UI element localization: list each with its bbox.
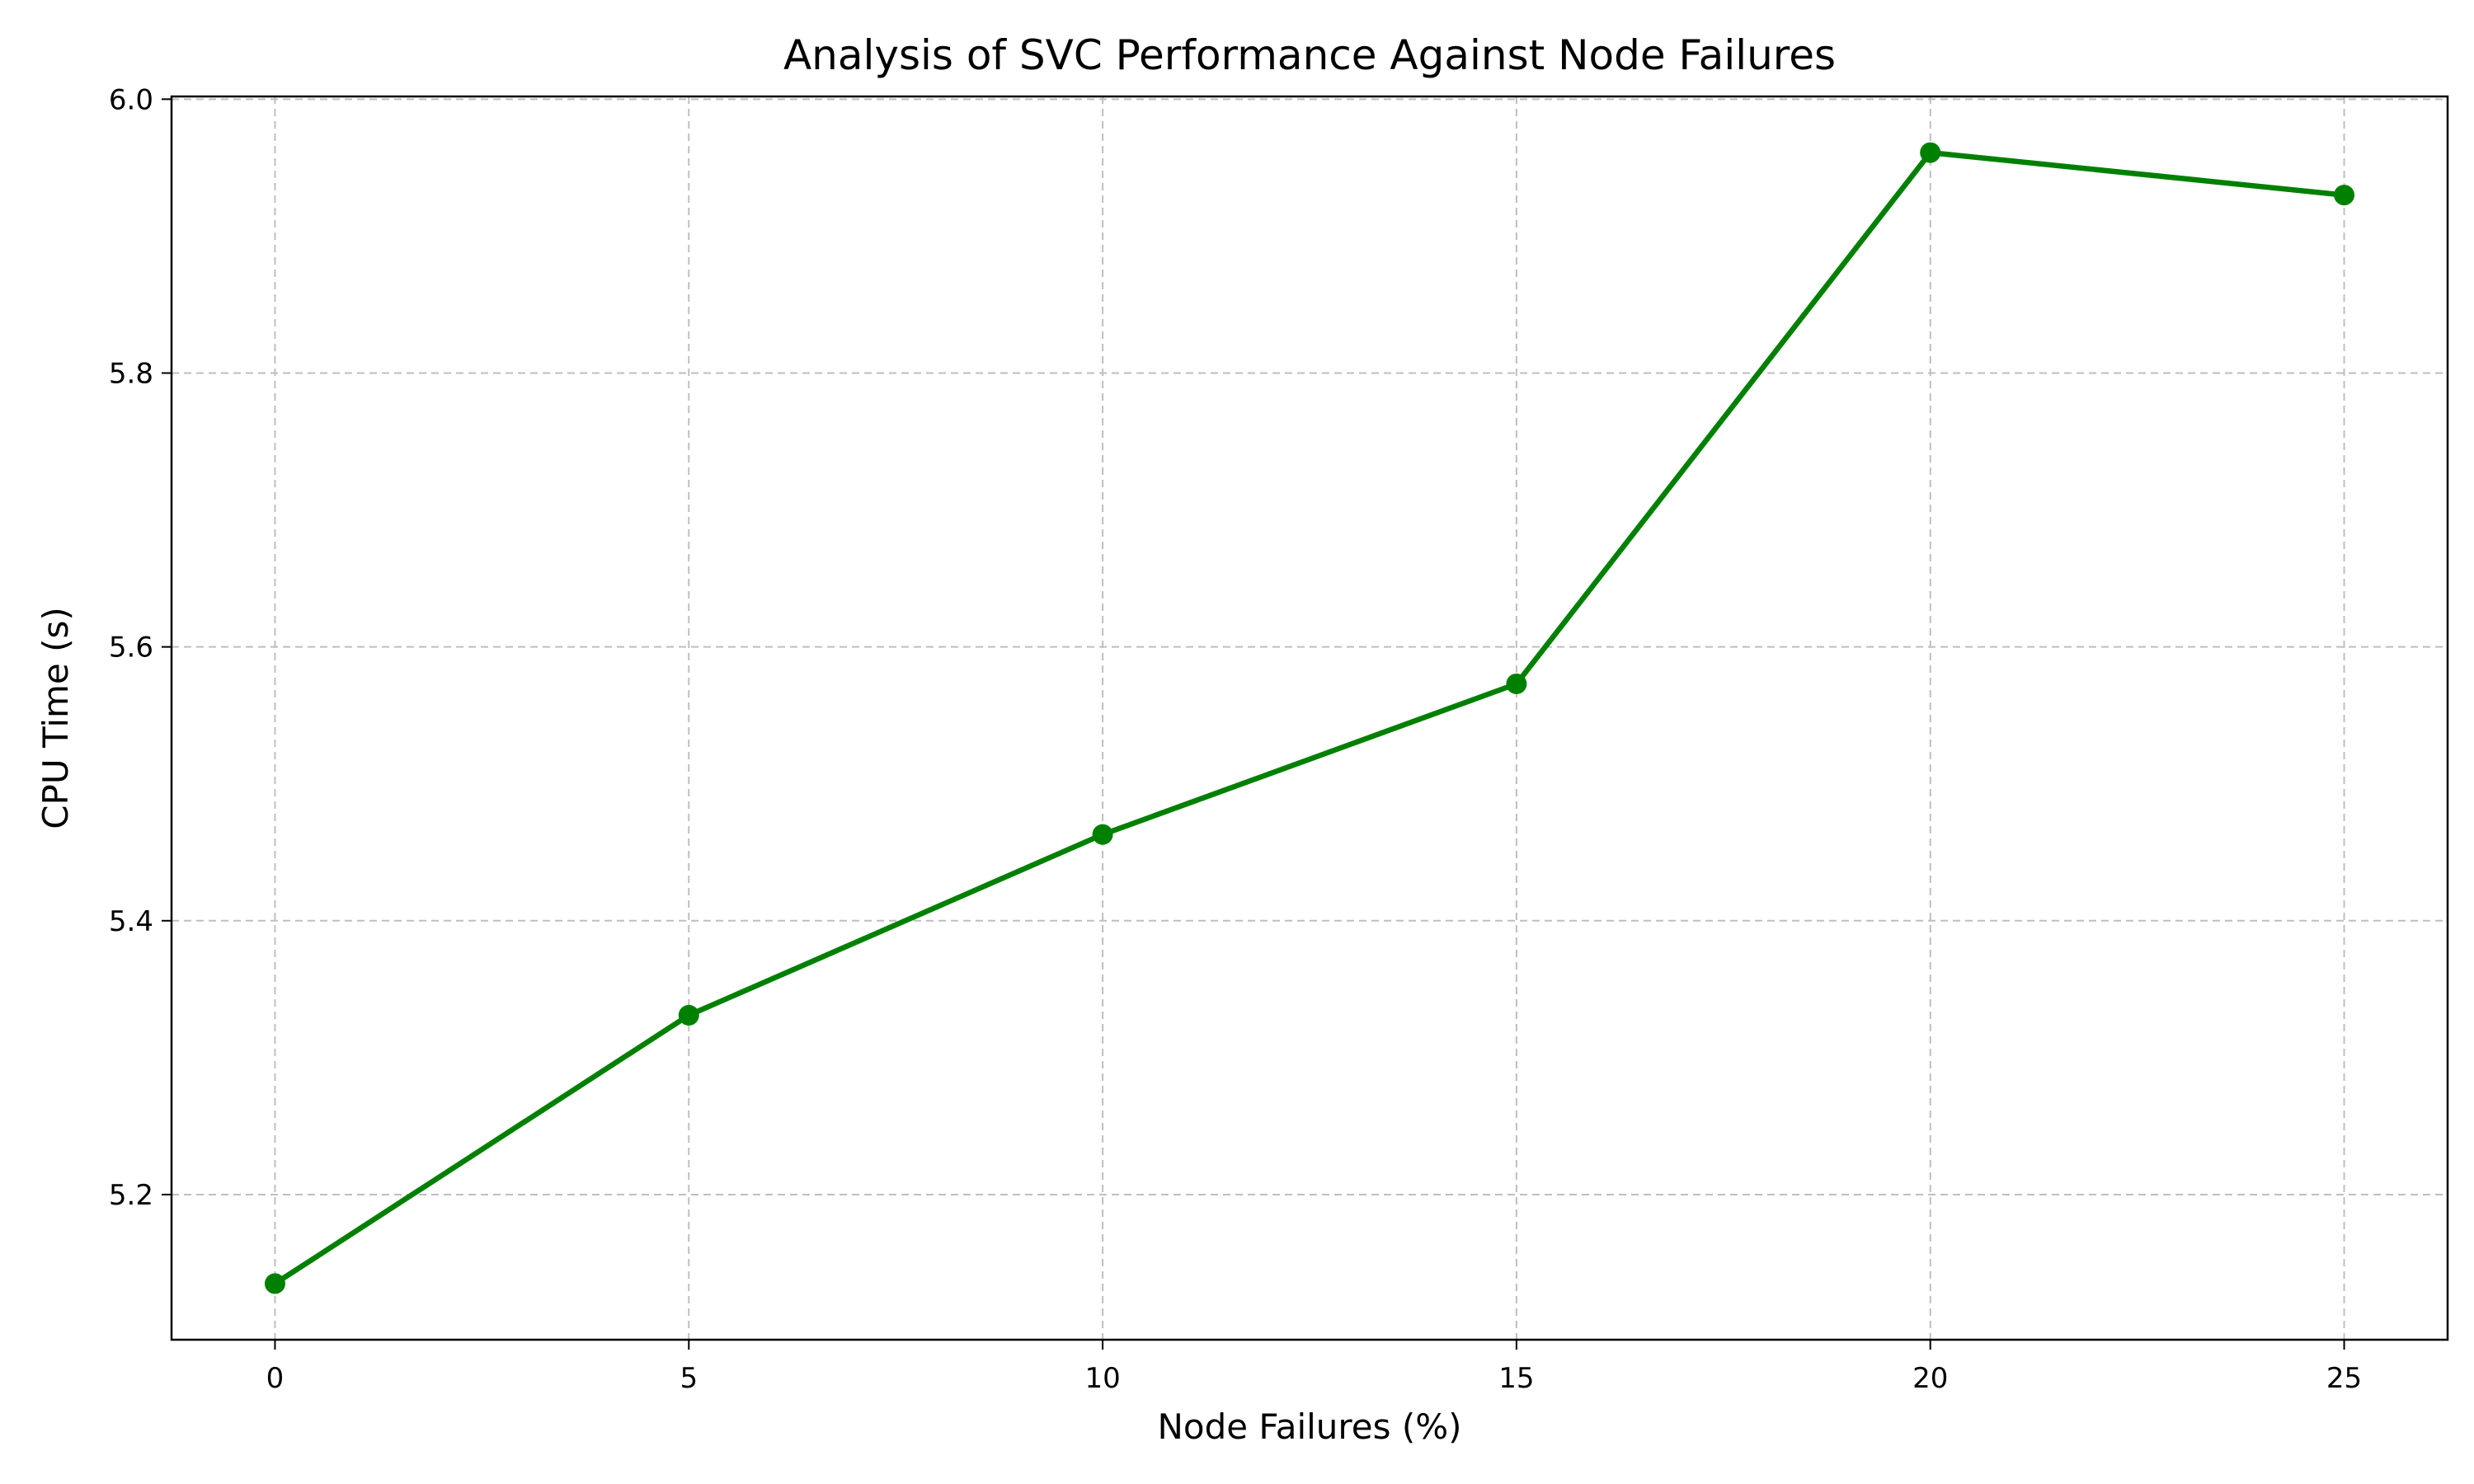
data-point bbox=[264, 1273, 285, 1294]
data-point bbox=[1506, 673, 1527, 694]
y-tick-label: 5.2 bbox=[109, 1179, 153, 1212]
axis-ticks: 0 5 10 15 20 25 5.2 5.4 5.6 5.8 6.0 bbox=[109, 83, 2362, 1395]
chart-title: Analysis of SVC Performance Against Node… bbox=[783, 31, 1836, 79]
series-line bbox=[272, 149, 2347, 1287]
data-point bbox=[1920, 142, 1941, 163]
plot-area-frame bbox=[170, 95, 2449, 1341]
x-tick-label: 5 bbox=[680, 1362, 698, 1395]
data-point bbox=[2334, 185, 2355, 206]
data-point bbox=[678, 1004, 699, 1026]
data-series bbox=[264, 142, 2355, 1294]
x-tick-label: 10 bbox=[1084, 1362, 1120, 1395]
y-tick-label: 5.8 bbox=[109, 357, 153, 390]
y-tick-label: 5.6 bbox=[109, 632, 153, 665]
grid-lines bbox=[172, 96, 2448, 1340]
x-tick-label: 15 bbox=[1498, 1362, 1534, 1395]
x-tick-label: 25 bbox=[2326, 1362, 2362, 1395]
x-tick-label: 0 bbox=[266, 1362, 285, 1395]
x-axis-label: Node Failures (%) bbox=[1157, 1407, 1461, 1447]
data-point bbox=[1092, 824, 1113, 845]
y-tick-label: 6.0 bbox=[109, 83, 153, 116]
y-axis-label: CPU Time (s) bbox=[35, 607, 76, 829]
y-tick-label: 5.4 bbox=[109, 905, 153, 938]
x-tick-label: 20 bbox=[1912, 1362, 1948, 1395]
